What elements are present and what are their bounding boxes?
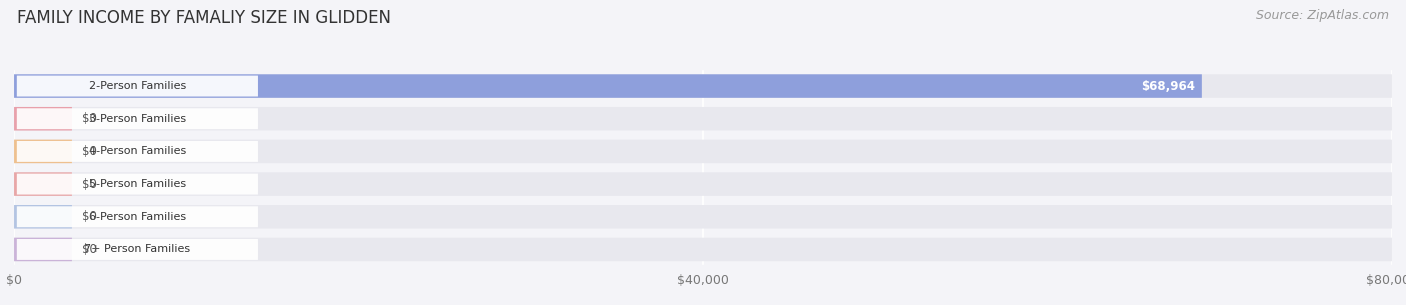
FancyBboxPatch shape [17, 141, 257, 162]
FancyBboxPatch shape [14, 172, 72, 196]
FancyBboxPatch shape [14, 205, 1392, 228]
FancyBboxPatch shape [14, 74, 1202, 98]
FancyBboxPatch shape [14, 172, 1392, 196]
Text: 4-Person Families: 4-Person Families [89, 146, 186, 156]
FancyBboxPatch shape [17, 239, 257, 260]
FancyBboxPatch shape [17, 174, 257, 195]
FancyBboxPatch shape [17, 108, 257, 129]
FancyBboxPatch shape [14, 107, 72, 131]
FancyBboxPatch shape [14, 107, 1392, 131]
FancyBboxPatch shape [14, 238, 1392, 261]
Text: $68,964: $68,964 [1142, 80, 1195, 92]
Text: $0: $0 [82, 112, 97, 125]
FancyBboxPatch shape [14, 238, 72, 261]
FancyBboxPatch shape [14, 140, 72, 163]
Text: 2-Person Families: 2-Person Families [89, 81, 186, 91]
FancyBboxPatch shape [14, 205, 72, 228]
FancyBboxPatch shape [17, 76, 257, 96]
Text: $0: $0 [82, 210, 97, 223]
Text: $0: $0 [82, 145, 97, 158]
FancyBboxPatch shape [14, 74, 1392, 98]
FancyBboxPatch shape [14, 140, 1392, 163]
Text: 7+ Person Families: 7+ Person Families [84, 244, 190, 254]
Text: FAMILY INCOME BY FAMALIY SIZE IN GLIDDEN: FAMILY INCOME BY FAMALIY SIZE IN GLIDDEN [17, 9, 391, 27]
Text: 3-Person Families: 3-Person Families [89, 114, 186, 124]
Text: $0: $0 [82, 178, 97, 191]
FancyBboxPatch shape [17, 206, 257, 227]
Text: 6-Person Families: 6-Person Families [89, 212, 186, 222]
Text: Source: ZipAtlas.com: Source: ZipAtlas.com [1256, 9, 1389, 22]
Text: 5-Person Families: 5-Person Families [89, 179, 186, 189]
Text: $0: $0 [82, 243, 97, 256]
